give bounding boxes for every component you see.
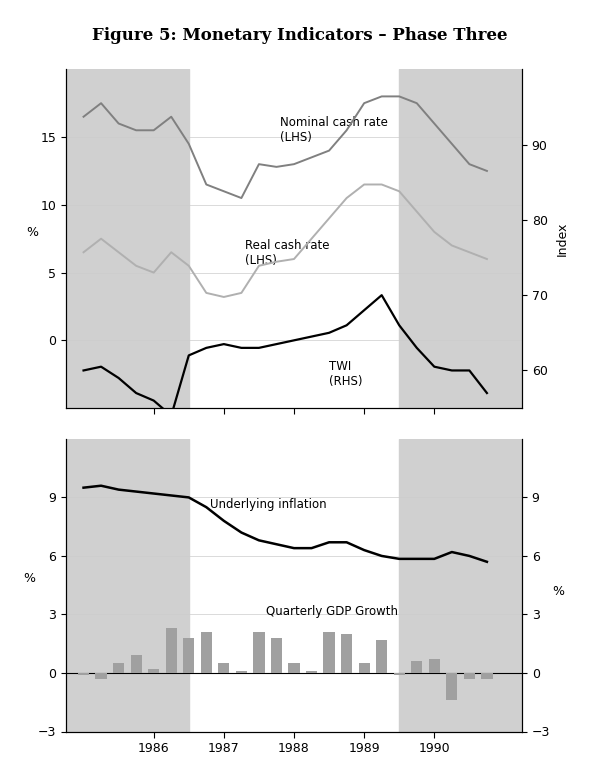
Y-axis label: %: % <box>26 226 38 239</box>
Text: TWI
(RHS): TWI (RHS) <box>329 360 362 388</box>
Bar <box>289 663 299 673</box>
Y-axis label: %: % <box>23 572 35 585</box>
Bar <box>341 634 352 673</box>
Bar <box>446 673 457 700</box>
Bar <box>306 671 317 673</box>
Bar <box>376 640 388 673</box>
Text: Figure 5: Monetary Indicators – Phase Three: Figure 5: Monetary Indicators – Phase Th… <box>92 27 508 44</box>
Bar <box>131 655 142 673</box>
Text: Underlying inflation: Underlying inflation <box>210 498 326 511</box>
Bar <box>428 659 440 673</box>
Bar <box>271 638 282 673</box>
Y-axis label: Index: Index <box>556 222 569 256</box>
Bar <box>411 661 422 673</box>
Bar <box>394 673 405 675</box>
Bar <box>113 663 124 673</box>
Bar <box>464 673 475 679</box>
Text: Nominal cash rate
(LHS): Nominal cash rate (LHS) <box>280 116 388 144</box>
Bar <box>359 663 370 673</box>
Bar <box>253 632 265 673</box>
Bar <box>166 628 177 673</box>
Bar <box>399 439 522 732</box>
Bar <box>399 69 522 408</box>
Y-axis label: %: % <box>553 585 565 598</box>
Bar <box>481 673 493 679</box>
Bar <box>78 673 89 675</box>
Bar <box>66 439 189 732</box>
Bar <box>148 669 160 673</box>
Bar <box>236 671 247 673</box>
Text: Real cash rate
(LHS): Real cash rate (LHS) <box>245 239 329 266</box>
Bar <box>323 632 335 673</box>
Bar <box>200 632 212 673</box>
Bar <box>66 69 189 408</box>
Bar <box>95 673 107 679</box>
Bar <box>183 638 194 673</box>
Text: Quarterly GDP Growth: Quarterly GDP Growth <box>266 605 398 618</box>
Bar <box>218 663 229 673</box>
